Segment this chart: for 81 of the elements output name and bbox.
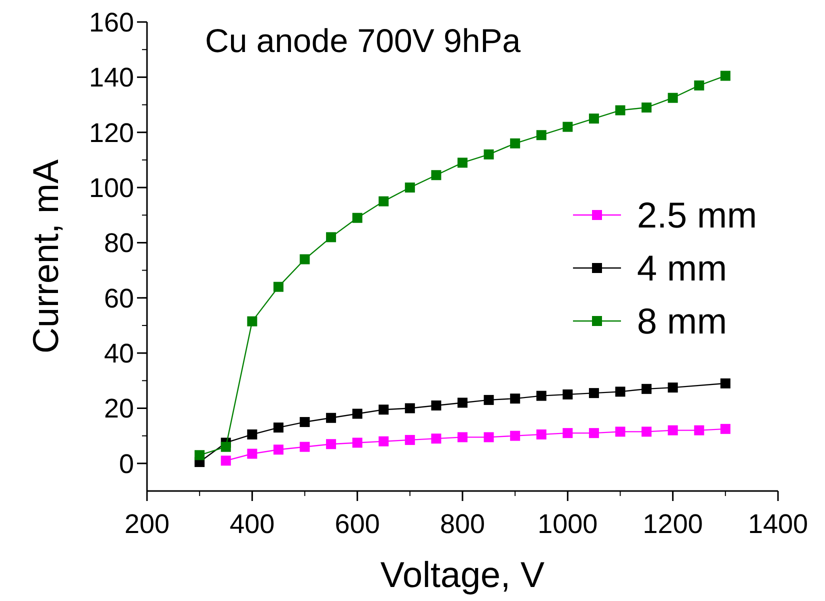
- point: [536, 130, 546, 140]
- y-tick-label: 140: [88, 62, 134, 93]
- point: [247, 429, 258, 440]
- point: [352, 408, 362, 419]
- y-tick-label: 20: [104, 394, 134, 424]
- y-tick-label: 120: [88, 118, 134, 148]
- point: [326, 412, 336, 423]
- point: [247, 448, 258, 459]
- point: [668, 382, 678, 393]
- point: [588, 388, 599, 398]
- point: [431, 434, 442, 444]
- point: [562, 428, 573, 438]
- point: [273, 282, 284, 292]
- x-tick-label: 800: [440, 509, 486, 539]
- point: [352, 212, 362, 223]
- point: [694, 425, 704, 436]
- y-tick-label: 60: [104, 283, 134, 314]
- point: [247, 316, 258, 326]
- point: [484, 394, 494, 405]
- x-tick-label: 600: [334, 509, 380, 539]
- point: [378, 196, 389, 206]
- point: [642, 102, 652, 113]
- point: [510, 430, 520, 441]
- legend-label: 8 mm: [637, 300, 727, 342]
- point: [378, 436, 389, 446]
- point: [300, 417, 310, 428]
- x-tick-label: 1000: [538, 509, 598, 539]
- point: [431, 170, 442, 180]
- point: [668, 425, 678, 436]
- point: [273, 444, 284, 455]
- chart-title: Cu anode 700V 9hPa: [205, 22, 522, 59]
- point: [378, 404, 389, 415]
- point: [668, 92, 678, 103]
- point: [352, 438, 362, 448]
- point: [588, 114, 599, 124]
- point: [642, 426, 652, 437]
- point: [510, 394, 520, 404]
- point: [458, 398, 468, 408]
- point: [694, 80, 704, 90]
- x-tick-label: 1400: [748, 509, 808, 539]
- point: [536, 390, 546, 401]
- point: [404, 434, 415, 445]
- point: [220, 442, 231, 452]
- point: [458, 432, 468, 442]
- point: [194, 450, 205, 460]
- point: [615, 426, 626, 437]
- x-tick-label: 200: [124, 509, 170, 539]
- y-tick-label: 160: [88, 7, 134, 38]
- point: [720, 378, 730, 388]
- point: [484, 432, 494, 442]
- x-tick-label: 400: [230, 509, 275, 539]
- point: [431, 400, 442, 410]
- point: [273, 422, 284, 433]
- point: [326, 439, 336, 450]
- y-tick-label: 40: [104, 338, 134, 369]
- y-tick-label: 80: [104, 228, 134, 258]
- point: [720, 70, 730, 81]
- y-tick-label: 0: [118, 448, 134, 479]
- point: [484, 149, 494, 160]
- point: [720, 424, 730, 434]
- point: [300, 442, 310, 452]
- y-axis-title: Current, mA: [25, 159, 66, 354]
- x-axis-title: Voltage, V: [380, 554, 545, 595]
- point: [300, 254, 310, 264]
- point: [588, 428, 599, 438]
- point: [404, 182, 415, 193]
- point: [615, 105, 626, 116]
- point: [615, 386, 626, 397]
- point: [404, 403, 415, 414]
- y-tick-label: 100: [88, 172, 134, 203]
- point: [562, 122, 573, 132]
- point: [458, 158, 468, 168]
- legend-label: 2.5 mm: [637, 194, 758, 236]
- legend-label: 4 mm: [637, 248, 727, 289]
- point: [562, 389, 573, 400]
- x-tick-label: 1200: [642, 509, 703, 539]
- point: [220, 456, 231, 466]
- point: [536, 429, 546, 440]
- point: [326, 232, 336, 242]
- point: [642, 384, 652, 394]
- point: [510, 138, 520, 148]
